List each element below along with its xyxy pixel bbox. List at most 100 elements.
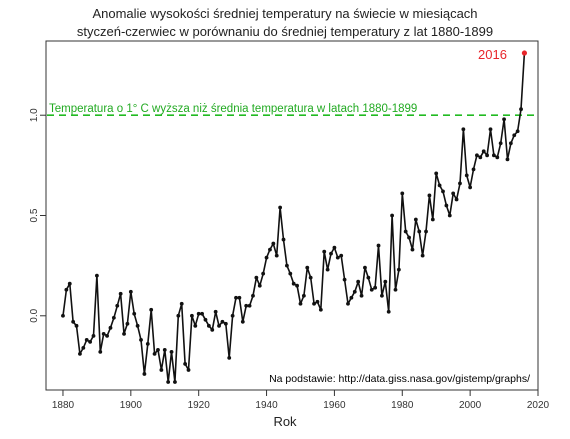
data-point-1949 (295, 283, 299, 288)
data-point-2014 (515, 129, 520, 134)
data-point-1915 (179, 301, 184, 306)
data-point-1912 (169, 349, 174, 354)
data-point-1969 (363, 265, 367, 270)
data-point-1992 (441, 189, 445, 194)
chart-title-line-1: Anomalie wysokości średniej temperatury … (92, 6, 478, 21)
data-point-1909 (159, 368, 164, 372)
data-point-1973 (376, 243, 381, 248)
data-point-2013 (512, 133, 517, 138)
data-point-1953 (308, 275, 313, 280)
data-point-1896 (115, 303, 120, 308)
data-point-1984 (413, 217, 418, 222)
highlight-year-label: 2016 (478, 47, 507, 62)
x-axis-label: Rok (273, 414, 297, 429)
data-point-1925 (213, 309, 218, 314)
data-point-1924 (210, 327, 215, 332)
data-point-1887 (84, 337, 89, 342)
data-point-1933 (240, 319, 245, 324)
data-point-1883 (71, 319, 76, 324)
data-point-1891 (98, 349, 103, 354)
data-point-1981 (403, 229, 408, 234)
data-point-2006 (488, 127, 493, 132)
data-point-2000 (468, 185, 473, 190)
data-point-1930 (230, 313, 235, 318)
data-point-1902 (135, 323, 140, 328)
data-point-1985 (417, 229, 422, 234)
data-point-1929 (227, 356, 232, 360)
data-point-1959 (329, 251, 333, 256)
data-point-1963 (342, 277, 347, 282)
data-point-1893 (105, 333, 109, 338)
data-point-1917 (186, 368, 191, 372)
data-point-1938 (257, 283, 262, 288)
data-point-1983 (410, 247, 415, 252)
data-point-1921 (200, 311, 204, 316)
data-point-1966 (352, 289, 357, 294)
data-point-2008 (495, 155, 500, 160)
data-point-1941 (268, 247, 272, 252)
data-point-1900 (128, 289, 133, 294)
data-point-1913 (173, 380, 177, 384)
x-tick-label-1940: 1940 (255, 400, 278, 411)
data-point-1894 (108, 325, 113, 330)
data-point-1974 (380, 293, 384, 298)
data-point-1978 (393, 287, 398, 292)
data-point-1958 (325, 267, 330, 272)
data-point-1965 (349, 295, 354, 300)
data-point-2004 (481, 149, 486, 154)
data-point-1884 (74, 323, 79, 328)
data-point-1905 (145, 341, 150, 346)
data-point-1886 (81, 345, 86, 350)
data-point-1991 (437, 183, 442, 188)
data-point-1939 (261, 271, 266, 276)
data-point-1997 (458, 181, 462, 186)
data-point-2015 (519, 107, 523, 112)
data-point-1952 (305, 265, 310, 270)
x-tick-label-1880: 1880 (52, 400, 75, 411)
data-point-1919 (193, 323, 198, 328)
data-point-1979 (396, 267, 401, 272)
data-point-1993 (444, 203, 449, 208)
data-point-1899 (125, 321, 130, 326)
reference-line-label: Temperatura o 1° C wyższa niż średnia te… (49, 103, 418, 115)
data-point-1986 (420, 253, 425, 258)
data-point-1990 (434, 171, 439, 176)
data-point-1950 (298, 301, 303, 306)
data-point-1903 (139, 337, 143, 342)
data-point-1999 (464, 173, 469, 178)
data-point-1890 (94, 273, 99, 278)
data-point-2009 (498, 141, 503, 146)
data-point-1971 (369, 287, 374, 292)
data-point-1977 (390, 213, 394, 218)
data-point-1922 (203, 317, 208, 322)
x-tick-label-1980: 1980 (391, 400, 414, 411)
data-point-1932 (237, 295, 242, 300)
data-point-1947 (288, 271, 293, 276)
data-point-1964 (346, 301, 350, 306)
chart-title-line-2: styczeń-czerwiec w porównaniu do średnie… (76, 24, 494, 39)
data-point-1885 (78, 351, 82, 356)
data-point-2002 (475, 153, 479, 158)
plot-frame (45, 40, 539, 391)
x-tick-label-1960: 1960 (323, 400, 346, 411)
x-tick-label-1920: 1920 (188, 400, 211, 411)
data-point-1936 (251, 293, 255, 298)
source-note: Na podstawie: http://data.giss.nasa.gov/… (269, 373, 530, 385)
x-tick-label-2000: 2000 (459, 400, 482, 411)
data-point-1948 (291, 281, 296, 286)
data-point-1934 (244, 303, 249, 308)
data-point-2011 (505, 157, 510, 162)
data-point-2016 (521, 50, 528, 56)
data-point-1962 (339, 253, 344, 258)
data-point-1916 (183, 362, 188, 366)
data-point-1976 (386, 309, 391, 314)
data-point-1946 (285, 263, 289, 268)
data-point-1882 (67, 281, 72, 286)
data-point-1888 (88, 339, 93, 344)
data-point-1895 (111, 315, 116, 320)
data-point-1926 (217, 323, 221, 328)
data-point-1945 (281, 237, 286, 242)
data-point-1920 (196, 311, 201, 316)
data-point-1989 (430, 217, 435, 222)
data-point-1918 (190, 313, 194, 318)
